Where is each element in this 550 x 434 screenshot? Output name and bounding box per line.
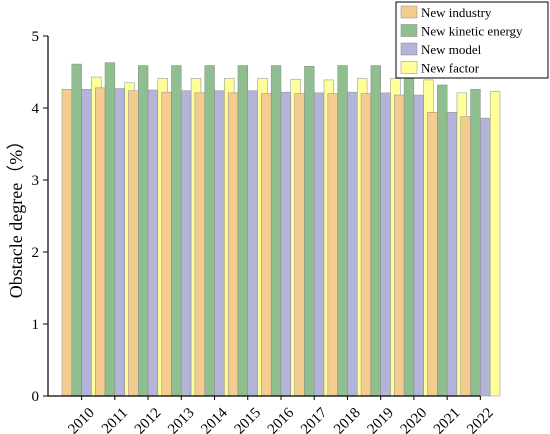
bar-2010-new-kinetic-energy <box>71 63 82 397</box>
bar-2017-new-kinetic-energy <box>304 65 315 397</box>
bar-2019-new-kinetic-energy <box>370 65 381 397</box>
bar-2013-new-industry <box>161 91 172 397</box>
y-tick-label-0: 0 <box>32 389 40 405</box>
x-tick-label-2012: 2012 <box>132 405 165 434</box>
bar-2012-new-model <box>147 89 159 397</box>
bar-2016-new-kinetic-energy <box>270 65 282 397</box>
x-tick-label-2016: 2016 <box>265 405 298 434</box>
y-tick-label-1: 1 <box>32 317 40 333</box>
x-tick-label-2019: 2019 <box>364 405 397 434</box>
bar-2022-new-model <box>480 117 491 397</box>
bars-group <box>61 62 501 397</box>
bar-2018-new-model <box>347 91 358 397</box>
bar-2011-new-kinetic-energy <box>104 62 116 397</box>
x-tick-label-2022: 2022 <box>464 405 497 434</box>
bar-2016-new-industry <box>261 93 272 397</box>
x-tick-label-2011: 2011 <box>99 405 131 434</box>
bar-2014-new-model <box>214 90 225 397</box>
bar-2016-new-model <box>280 91 292 397</box>
bar-2019-new-model <box>380 92 391 397</box>
x-tick-label-2013: 2013 <box>165 405 198 434</box>
legend-label-new-factor: New factor <box>421 61 480 76</box>
legend-swatch-new-factor <box>400 61 418 74</box>
bar-2011-new-industry <box>94 87 106 397</box>
bar-2012-new-kinetic-energy <box>138 65 149 397</box>
bar-2021-new-kinetic-energy <box>437 84 448 397</box>
y-axis-label: Obstacle degree（%） <box>6 132 26 298</box>
legend: New industry New kinetic energy New model N… <box>395 1 549 79</box>
bar-2013-new-kinetic-energy <box>171 65 182 397</box>
bar-2010-new-industry <box>61 89 73 397</box>
x-tick-label-2017: 2017 <box>298 405 331 434</box>
bar-2015-new-model <box>247 90 258 397</box>
axes-group: 2010 2011 2012 2013 2014 2015 2016 2017 2018 2019… <box>32 29 497 434</box>
bar-2020-new-kinetic-energy <box>403 67 415 397</box>
y-tick-label-5: 5 <box>32 29 40 45</box>
x-tick-label-2014: 2014 <box>198 405 231 434</box>
legend-swatch-new-kinetic-energy <box>400 24 418 37</box>
bar-2015-new-kinetic-energy <box>237 65 248 397</box>
bar-2015-new-industry <box>227 92 239 397</box>
legend-label-new-kinetic-energy: New kinetic energy <box>421 24 523 39</box>
bar-2020-new-model <box>413 94 424 397</box>
bar-2010-new-model <box>81 89 92 397</box>
bar-2020-new-industry <box>394 94 405 397</box>
bar-2021-new-model <box>446 112 458 397</box>
legend-box <box>395 1 549 79</box>
bar-2021-new-industry <box>427 112 438 397</box>
y-tick-label-4: 4 <box>32 101 40 117</box>
y-tick-label-3: 3 <box>32 173 40 189</box>
bar-2022-new-industry <box>460 116 471 397</box>
x-tick-label-2010: 2010 <box>65 405 98 434</box>
bar-2014-new-industry <box>194 92 205 397</box>
legend-swatch-new-model <box>400 42 418 56</box>
bar-2017-new-industry <box>294 93 305 397</box>
x-tick-label-2015: 2015 <box>232 405 265 434</box>
bar-2018-new-industry <box>327 93 338 397</box>
bar-2022-new-kinetic-energy <box>470 89 481 397</box>
bar-2013-new-model <box>181 90 192 397</box>
bar-2022-new-factor <box>489 91 501 397</box>
bar-2011-new-model <box>114 88 125 397</box>
legend-swatch-new-industry <box>400 5 418 19</box>
x-tick-label-2018: 2018 <box>331 405 364 434</box>
bar-2019-new-industry <box>360 93 372 397</box>
x-tick-label-2021: 2021 <box>431 405 464 434</box>
y-tick-label-2: 2 <box>32 245 40 261</box>
legend-label-new-industry: New industry <box>421 5 492 20</box>
bar-2018-new-kinetic-energy <box>337 65 348 397</box>
x-tick-label-2020: 2020 <box>398 405 431 434</box>
legend-label-new-model: New model <box>421 42 482 57</box>
bar-2014-new-kinetic-energy <box>204 65 215 397</box>
bar-2017-new-model <box>313 92 325 397</box>
bar-2012-new-industry <box>128 90 139 397</box>
